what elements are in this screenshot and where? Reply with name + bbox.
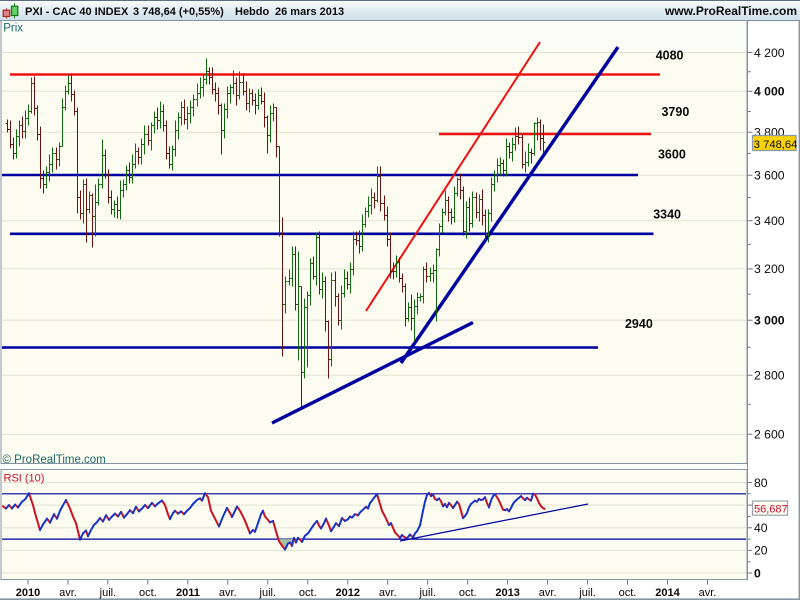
svg-text:www.ProRealTime.com: www.ProRealTime.com xyxy=(664,4,797,18)
svg-text:oct.: oct. xyxy=(139,587,157,599)
svg-text:2940: 2940 xyxy=(625,317,653,331)
svg-text:juil.: juil. xyxy=(99,587,117,599)
svg-text:2012: 2012 xyxy=(336,587,360,599)
svg-text:oct.: oct. xyxy=(619,587,637,599)
svg-text:Hebdo: Hebdo xyxy=(235,6,270,18)
svg-text:© ProRealTime.com: © ProRealTime.com xyxy=(3,454,106,466)
svg-text:avr.: avr. xyxy=(219,587,237,599)
svg-text:2 800: 2 800 xyxy=(754,369,785,383)
svg-text:juil.: juil. xyxy=(259,587,277,599)
svg-text:40: 40 xyxy=(754,521,768,535)
svg-text:Prix: Prix xyxy=(3,23,23,35)
svg-text:2 600: 2 600 xyxy=(754,428,785,442)
svg-text:4 200: 4 200 xyxy=(754,46,785,60)
svg-text:avr.: avr. xyxy=(59,587,77,599)
svg-text:3 200: 3 200 xyxy=(754,262,785,276)
svg-text:4 000: 4 000 xyxy=(754,85,785,99)
svg-text:avr.: avr. xyxy=(379,587,397,599)
svg-text:0: 0 xyxy=(754,566,761,580)
svg-text:56,687: 56,687 xyxy=(754,504,788,516)
svg-text:juil.: juil. xyxy=(418,587,436,599)
svg-text:3600: 3600 xyxy=(658,148,686,162)
svg-text:3 000: 3 000 xyxy=(754,314,785,328)
svg-text:20: 20 xyxy=(754,544,768,558)
svg-text:oct.: oct. xyxy=(299,587,317,599)
svg-text:avr.: avr. xyxy=(539,587,557,599)
svg-text:oct.: oct. xyxy=(459,587,477,599)
svg-text:26 mars 2013: 26 mars 2013 xyxy=(275,6,344,18)
svg-text:2010: 2010 xyxy=(16,587,40,599)
svg-text:3790: 3790 xyxy=(661,105,689,119)
svg-text:PXI - CAC 40 INDEX: PXI - CAC 40 INDEX xyxy=(25,6,129,18)
svg-text:avr.: avr. xyxy=(699,587,717,599)
svg-text:80: 80 xyxy=(754,476,768,490)
svg-text:3 400: 3 400 xyxy=(754,214,785,228)
svg-text:RSI (10): RSI (10) xyxy=(4,473,45,485)
svg-text:2013: 2013 xyxy=(495,587,519,599)
svg-text:3340: 3340 xyxy=(653,208,681,222)
svg-text:2014: 2014 xyxy=(655,587,680,599)
svg-text:3 600: 3 600 xyxy=(754,169,785,183)
svg-text:juil.: juil. xyxy=(578,587,596,599)
svg-text:3 748,64 (+0,55%): 3 748,64 (+0,55%) xyxy=(133,6,224,18)
svg-text:4080: 4080 xyxy=(656,49,684,63)
svg-text:2011: 2011 xyxy=(176,587,200,599)
svg-text:3 748,64: 3 748,64 xyxy=(754,139,798,151)
